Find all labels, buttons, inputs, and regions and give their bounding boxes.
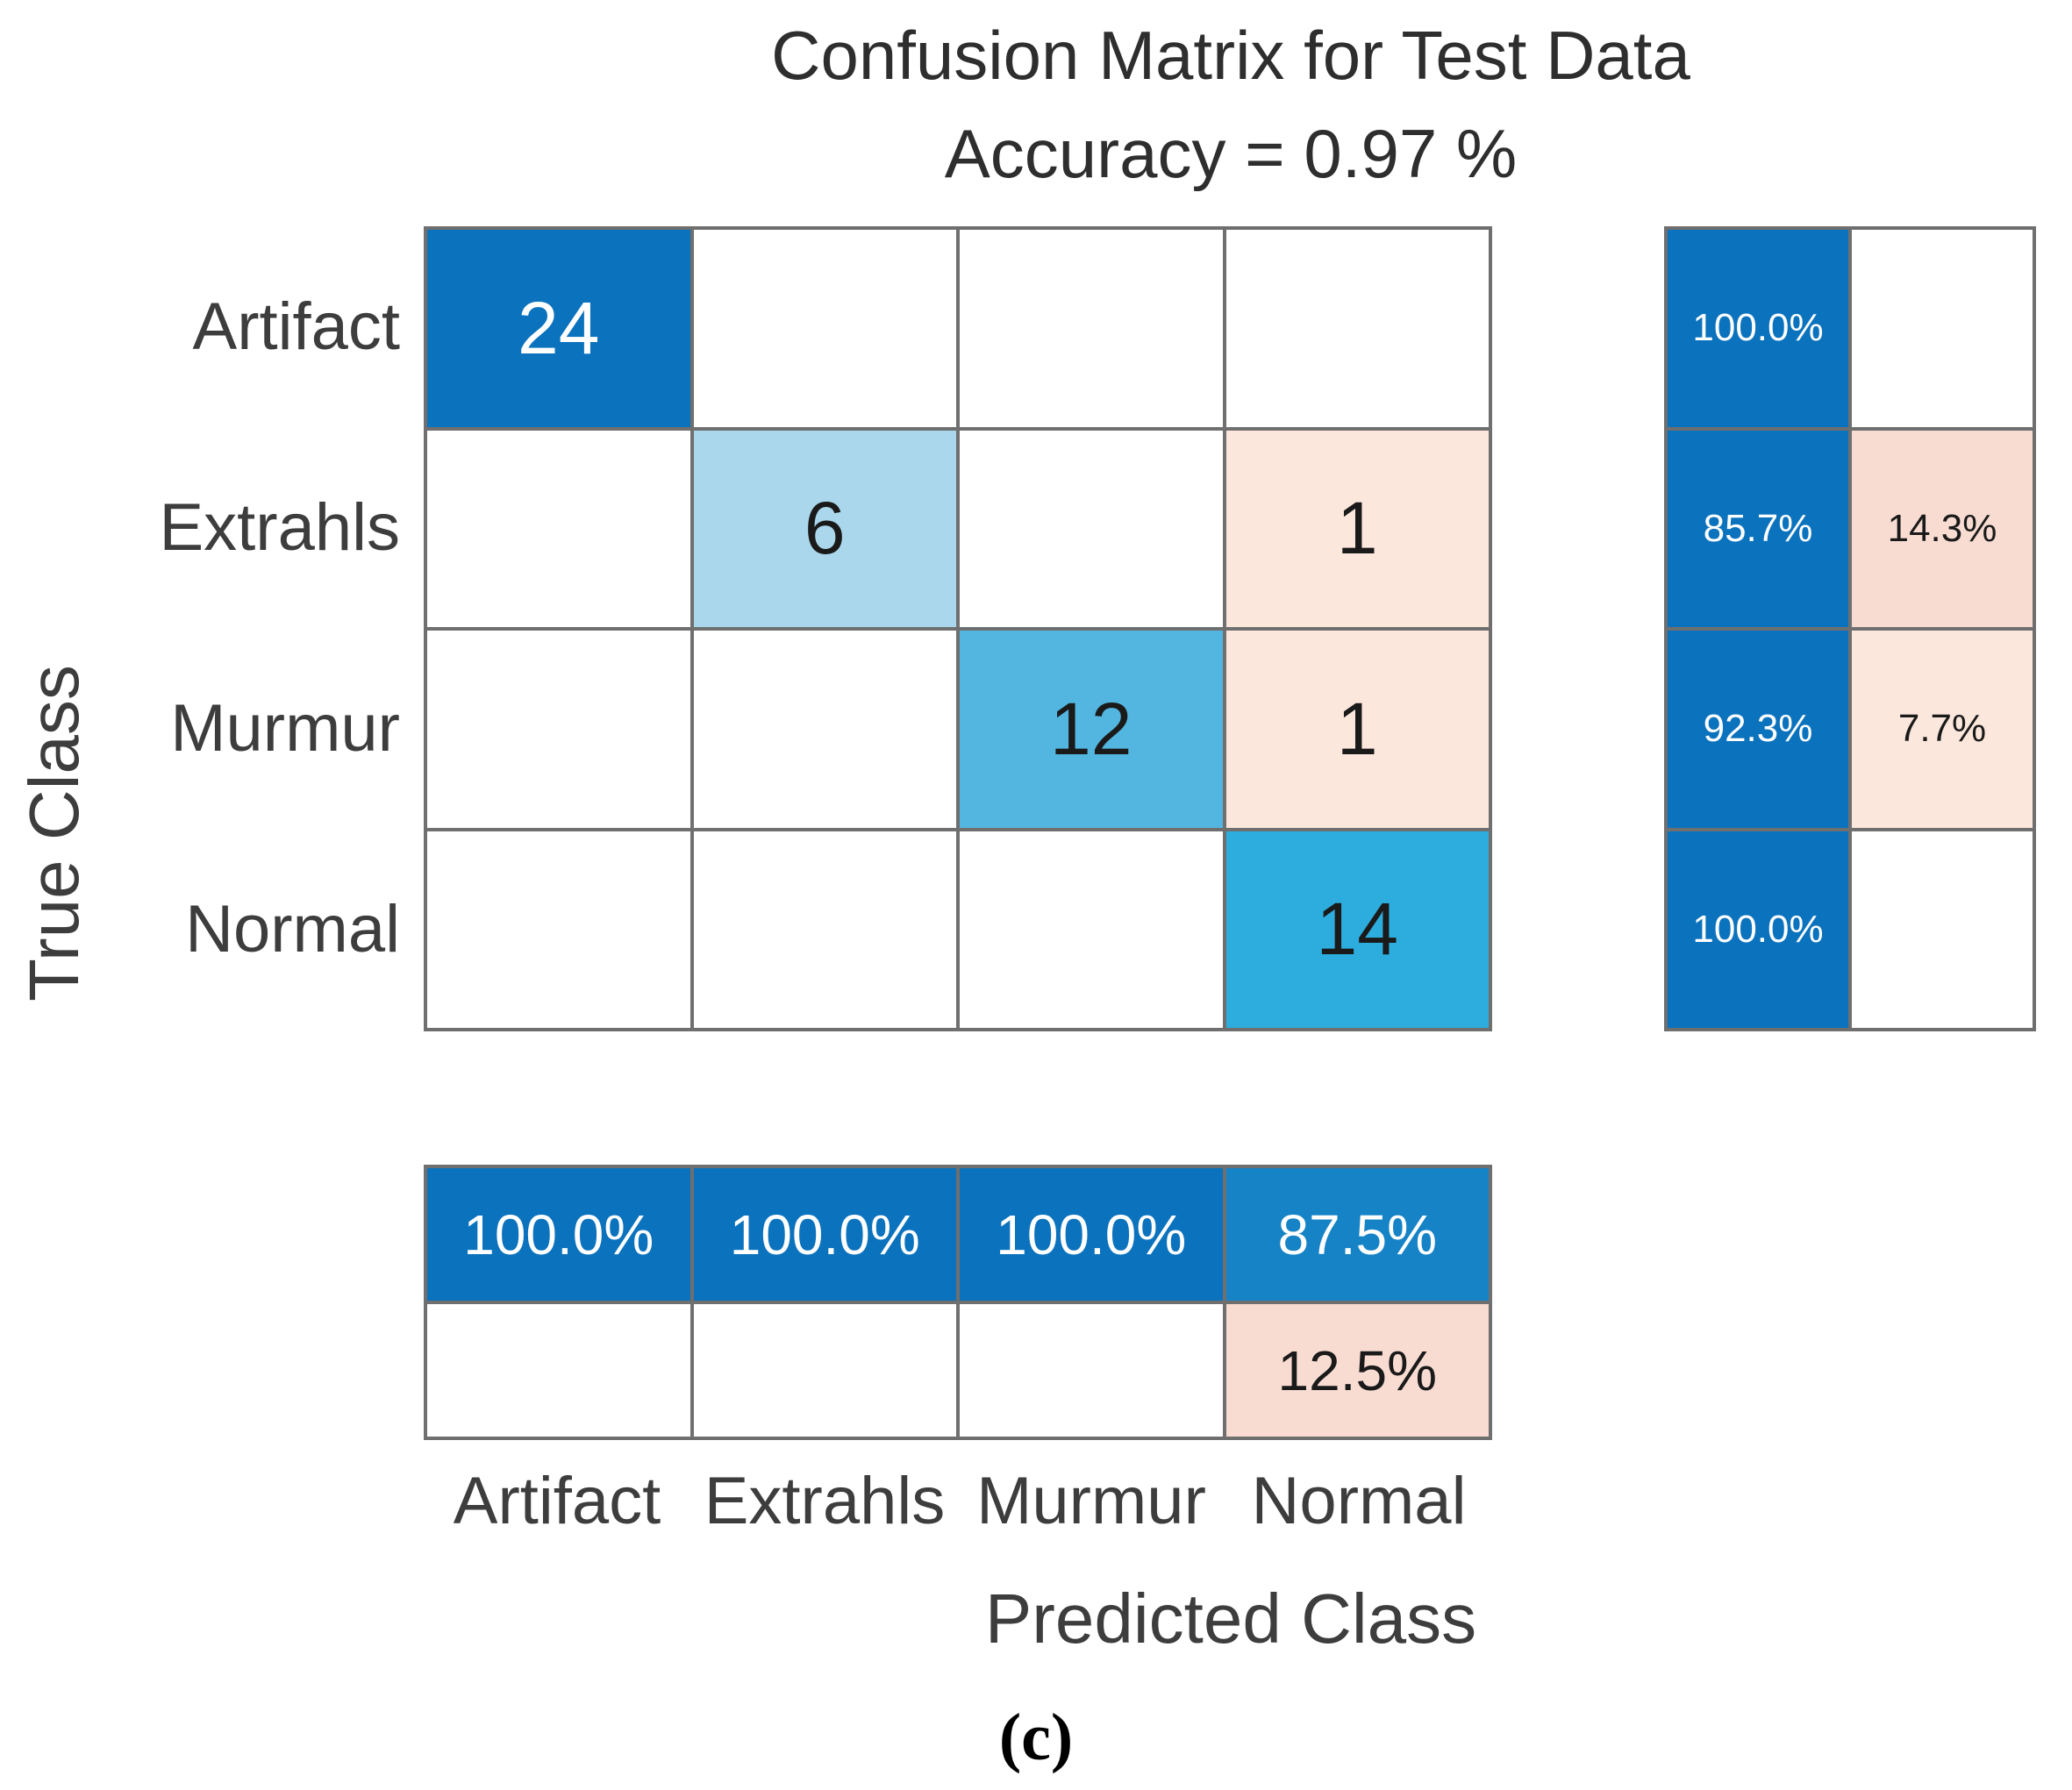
matrix-cell-r2c3: 1 [1222, 627, 1492, 831]
y-tick-artifact: Artifact [192, 289, 401, 364]
matrix-cell-r3c3: 14 [1222, 827, 1492, 1031]
figure-title: Confusion Matrix for Test Data [771, 17, 1690, 94]
x-tick-normal: Normal [1251, 1464, 1467, 1538]
matrix-cell-r3c0 [424, 827, 694, 1031]
row-summary-r3-correct: 100.0% [1664, 827, 1852, 1031]
row-summary-r0-incorrect [1848, 226, 2036, 431]
row-summary-r0-correct: 100.0% [1664, 226, 1852, 431]
col-summary-c0-incorrect [424, 1301, 694, 1440]
x-tick-murmur: Murmur [976, 1464, 1206, 1538]
col-summary-c2-incorrect [956, 1301, 1226, 1440]
matrix-cell-r2c2: 12 [956, 627, 1226, 831]
y-tick-normal: Normal [185, 892, 400, 966]
col-summary-c3-incorrect: 12.5% [1222, 1301, 1492, 1440]
col-summary-c2-correct: 100.0% [956, 1165, 1226, 1304]
x-tick-extrahls: Extrahls [704, 1464, 946, 1538]
row-summary-r3-incorrect [1848, 827, 2036, 1031]
col-summary-table: 100.0% 100.0% 100.0% 87.5% 12.5% [424, 1165, 1492, 1440]
col-summary-c3-correct: 87.5% [1222, 1165, 1492, 1304]
row-summary-r2-incorrect: 7.7% [1848, 627, 2036, 831]
matrix-cell-r1c2 [956, 426, 1226, 631]
matrix-cell-r0c1 [689, 226, 960, 431]
y-tick-extrahls: Extrahls [159, 490, 400, 565]
row-summary-r1-correct: 85.7% [1664, 426, 1852, 631]
col-summary-c1-incorrect [689, 1301, 960, 1440]
matrix-cell-r1c1: 6 [689, 426, 960, 631]
row-summary-table: 100.0% 85.7% 14.3% 92.3% 7.7% 100.0% [1664, 226, 2036, 1031]
col-summary-c1-correct: 100.0% [689, 1165, 960, 1304]
figure-subtitle: Accuracy = 0.97 % [944, 115, 1518, 192]
row-summary-r2-correct: 92.3% [1664, 627, 1852, 831]
figure-caption: (c) [998, 1701, 1074, 1774]
confusion-matrix-table: 24 6 1 12 1 14 [424, 226, 1492, 1031]
matrix-cell-r3c1 [689, 827, 960, 1031]
matrix-cell-r2c1 [689, 627, 960, 831]
row-summary-r1-incorrect: 14.3% [1848, 426, 2036, 631]
matrix-cell-r2c0 [424, 627, 694, 831]
matrix-cell-r0c2 [956, 226, 1226, 431]
matrix-cell-r3c2 [956, 827, 1226, 1031]
matrix-cell-r1c0 [424, 426, 694, 631]
col-summary-c0-correct: 100.0% [424, 1165, 694, 1304]
matrix-cell-r0c3 [1222, 226, 1492, 431]
x-tick-artifact: Artifact [453, 1464, 661, 1538]
y-tick-murmur: Murmur [170, 691, 400, 766]
x-axis-label: Predicted Class [984, 1580, 1477, 1658]
matrix-cell-r0c0: 24 [424, 226, 694, 431]
matrix-cell-r1c3: 1 [1222, 426, 1492, 631]
